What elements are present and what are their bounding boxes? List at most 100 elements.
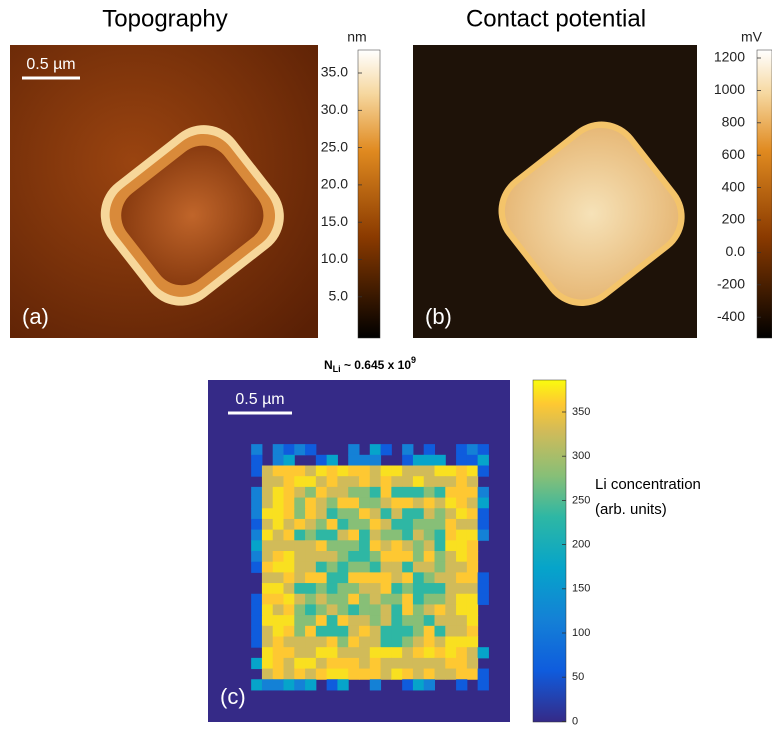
pixel [456,658,467,669]
pixel [262,476,273,487]
pixel [327,487,338,498]
pixel [467,647,478,658]
pixel [251,615,262,626]
pixel [402,594,413,605]
pixel [402,540,413,551]
pixel [251,658,262,669]
pixel [456,476,467,487]
pixel [316,583,327,594]
pixel [305,615,316,626]
pixel [294,637,305,648]
pixel [337,530,348,541]
pixel [273,551,284,562]
pixel [435,604,446,615]
pixel [413,637,424,648]
pixel [251,540,262,551]
pixel [456,487,467,498]
pixel [284,658,295,669]
colorbar-tick-label: 800 [722,114,746,130]
title-middle: ~ 0.645 x 10 [341,358,412,372]
pixel [424,540,435,551]
pixel [305,637,316,648]
pixel [305,679,316,690]
pixel [413,487,424,498]
colorbar-caption: (arb. units) [595,501,667,518]
pixel [413,466,424,477]
pixel [456,455,467,466]
colorbar-tick-label: 200 [722,211,746,227]
pixel [424,658,435,669]
pixel [305,583,316,594]
pixel [467,594,478,605]
pixel [348,637,359,648]
pixel [305,594,316,605]
pixel [478,487,489,498]
pixel [294,466,305,477]
pixel [424,444,435,455]
pixel [305,540,316,551]
pixel [467,519,478,530]
pixel [413,530,424,541]
colorbar-tick-label: -200 [717,276,745,292]
pixel [435,583,446,594]
pixel [391,583,402,594]
pixel [273,487,284,498]
pixel [381,476,392,487]
pixel [305,444,316,455]
pixel [435,530,446,541]
pixel [251,626,262,637]
pixel [370,551,381,562]
pixel [456,647,467,658]
pixel [391,551,402,562]
pixel [456,519,467,530]
pixel [478,679,489,690]
pixel [370,615,381,626]
pixel [262,572,273,583]
pixel [424,551,435,562]
pixel [424,626,435,637]
pixel [262,637,273,648]
pixel [327,519,338,530]
pixel [424,476,435,487]
pixel [327,540,338,551]
pixel [370,604,381,615]
pixel [381,562,392,573]
pixel [381,540,392,551]
colorbar-tick-label: 150 [572,583,590,595]
pixel [359,487,370,498]
pixel [413,519,424,530]
pixel [327,637,338,648]
li-map-pixels [251,444,489,690]
pixel [370,669,381,680]
pixel [413,476,424,487]
pixel [337,551,348,562]
pixel [424,637,435,648]
colorbar-tick-label: 15.0 [321,213,348,229]
pixel [348,562,359,573]
pixel [251,444,262,455]
pixel [370,572,381,583]
pixel [284,679,295,690]
pixel [456,498,467,509]
pixel [391,572,402,583]
colorbar-tick-label: 100 [572,627,590,639]
pixel [435,658,446,669]
pixel [456,583,467,594]
pixel [435,594,446,605]
pixel [381,626,392,637]
pixel [402,679,413,690]
pixel [478,583,489,594]
pixel [284,604,295,615]
pixel [424,604,435,615]
pixel [337,508,348,519]
pixel [294,669,305,680]
pixel [273,508,284,519]
pixel [445,551,456,562]
pixel [456,562,467,573]
pixel [424,519,435,530]
pixel [251,519,262,530]
pixel [294,519,305,530]
pixel [413,658,424,669]
pixel [435,572,446,583]
pixel [284,551,295,562]
